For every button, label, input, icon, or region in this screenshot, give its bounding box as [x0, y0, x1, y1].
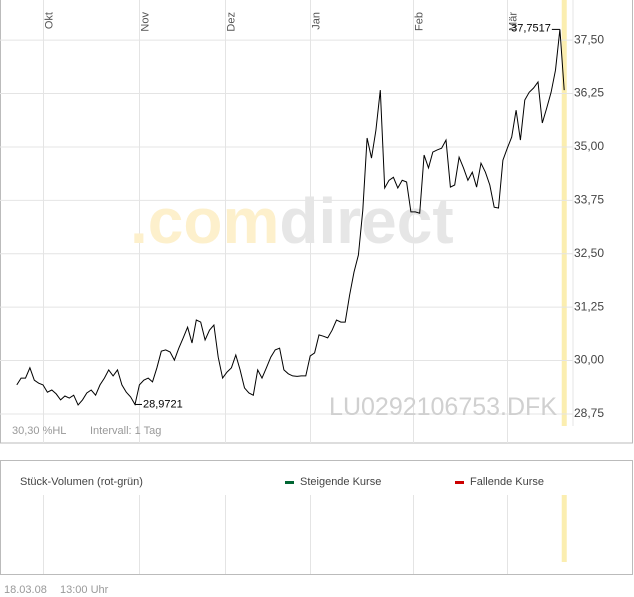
watermark-suffix: direct [279, 185, 453, 257]
footer-date: 18.03.08 [4, 584, 47, 596]
current-day-band [561, 0, 567, 426]
y-tick-label: 32,50 [574, 246, 604, 260]
x-tick-label: Okt [43, 12, 55, 29]
current-day-band [561, 495, 567, 562]
legend-label: Steigende Kurse [300, 476, 381, 488]
x-tick-label: Mär [507, 12, 519, 31]
y-tick-label: 28,75 [574, 406, 604, 420]
instrument-id: LU0292106753.DFK [329, 393, 557, 421]
y-tick-label: 35,00 [574, 139, 604, 153]
x-tick-label: Jan [310, 12, 322, 30]
y-tick-label: 36,25 [574, 86, 604, 100]
y-tick-label: 33,75 [574, 193, 604, 207]
legend-label: Fallende Kurse [470, 476, 544, 488]
price-line [16, 29, 565, 406]
value-label: 37,7517 [511, 22, 551, 34]
interval: Intervall: 1 Tag [90, 425, 161, 437]
footer-time: 13:00 Uhr [60, 584, 109, 596]
x-tick-label: Feb [413, 12, 425, 31]
y-tick-label: 37,50 [574, 32, 604, 46]
volume-panel [0, 460, 633, 575]
value-label: 28,9721 [143, 398, 183, 410]
legend-swatch [455, 481, 464, 484]
watermark-prefix: .com [130, 185, 279, 257]
y-tick-label: 30,00 [574, 353, 604, 367]
range-info: 30,30 %HL [12, 425, 66, 437]
x-tick-label: Nov [139, 12, 151, 32]
y-tick-label: 31,25 [574, 299, 604, 313]
watermark: .comdirect [130, 185, 454, 257]
price-panel [0, 0, 633, 444]
legend-swatch [285, 481, 294, 484]
x-tick-label: Dez [225, 12, 237, 32]
volume-title: Stück-Volumen (rot-grün) [20, 476, 143, 488]
